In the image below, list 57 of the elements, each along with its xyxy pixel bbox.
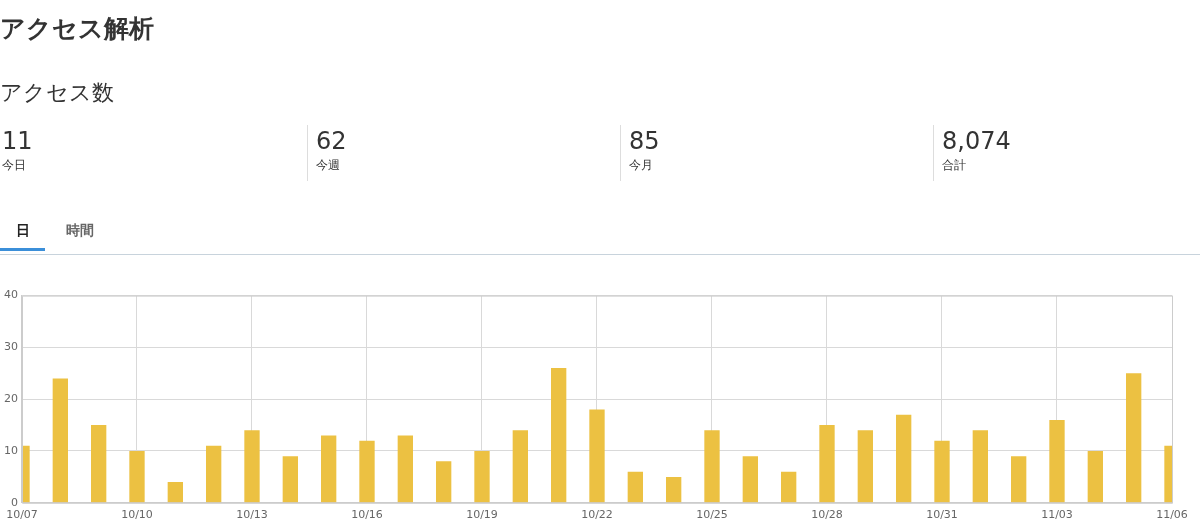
bar: [244, 430, 260, 503]
bar: [934, 440, 950, 503]
text: 今日: [2, 157, 27, 173]
x-tick-label: 11/06: [1156, 508, 1188, 522]
x-tick-label: 10/13: [236, 508, 268, 522]
bar: [819, 425, 835, 503]
bar: [129, 451, 145, 503]
text: 8,074: [942, 126, 1012, 157]
text: 62: [316, 126, 348, 157]
text: 85: [629, 126, 661, 157]
bar: [589, 409, 605, 503]
bar: [742, 456, 758, 503]
bar: [321, 435, 337, 503]
text: 日: [0, 212, 45, 251]
bar: [1049, 419, 1065, 503]
text: 今週: [316, 157, 341, 173]
y-tick-label: 20: [4, 392, 18, 406]
bar: [206, 445, 222, 503]
y-tick-label: 30: [4, 340, 18, 354]
bar: [1087, 451, 1103, 503]
chart-title: アクセス解析: [0, 13, 154, 45]
bar: [282, 456, 298, 503]
x-tick-label: 10/10: [121, 508, 153, 522]
bar: [436, 461, 452, 503]
bar: [1011, 456, 1027, 503]
text: 11: [2, 126, 34, 157]
y-tick-label: 40: [4, 288, 18, 302]
text: 合計: [942, 157, 967, 173]
text: 今月: [629, 157, 654, 173]
bar: [972, 430, 988, 503]
y-tick-label: 0: [11, 495, 18, 509]
bar: [627, 471, 643, 503]
x-tick-label: 10/28: [811, 508, 843, 522]
bar: [1126, 373, 1142, 503]
bar: [512, 430, 528, 503]
x-tick-label: 11/03: [1041, 508, 1073, 522]
x-tick-label: 10/31: [926, 508, 958, 522]
bar: [704, 430, 720, 503]
bar: [397, 435, 413, 503]
bar: [91, 425, 107, 503]
text: 時間: [65, 221, 95, 240]
bar: [666, 476, 682, 503]
bar: [781, 471, 797, 503]
x-tick-label: 10/07: [6, 508, 38, 522]
x-tick-label: 10/16: [351, 508, 383, 522]
y-tick-label: 10: [4, 443, 18, 457]
bar: [359, 440, 375, 503]
x-tick-label: 10/25: [696, 508, 728, 522]
x-tick-label: 10/22: [581, 508, 613, 522]
bar: [896, 414, 912, 503]
bar: [52, 378, 68, 503]
chart-subtitle: アクセス数: [0, 79, 114, 107]
bar: [474, 451, 490, 503]
bar: [167, 482, 183, 503]
x-tick-label: 10/19: [466, 508, 498, 522]
bar: [857, 430, 873, 503]
bar: [551, 368, 567, 503]
